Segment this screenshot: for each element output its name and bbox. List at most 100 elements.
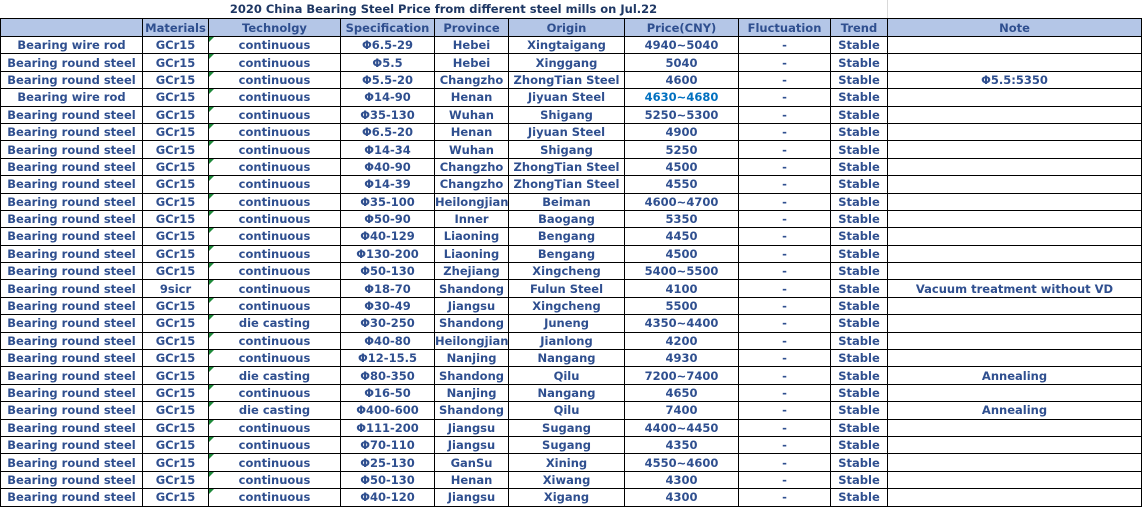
cell-trend[interactable]: Stable xyxy=(830,383,888,403)
cell-trend[interactable]: Stable xyxy=(830,418,888,437)
cell-fluctuation[interactable]: - xyxy=(738,35,831,55)
cell-trend[interactable]: Stable xyxy=(830,122,888,142)
cell-province[interactable]: Zhejiang xyxy=(434,262,509,281)
cell-province[interactable]: Changzho xyxy=(434,70,509,90)
cell-price[interactable]: 7400 xyxy=(624,401,739,420)
cell-fluctuation[interactable]: - xyxy=(738,331,831,351)
cell-technology[interactable]: continuous xyxy=(208,331,341,351)
cell-technology[interactable]: continuous xyxy=(208,35,341,55)
cell-fluctuation[interactable]: - xyxy=(738,383,831,403)
cell-technology[interactable]: continuous xyxy=(208,488,341,507)
cell-price[interactable]: 5350 xyxy=(624,209,739,229)
cell-specification[interactable]: Φ14-39 xyxy=(340,175,435,194)
cell-fluctuation[interactable]: - xyxy=(738,53,831,72)
cell-product[interactable]: Bearing round steel xyxy=(0,140,143,159)
cell-fluctuation[interactable]: - xyxy=(738,227,831,246)
cell-price[interactable]: 4550 xyxy=(624,175,739,194)
cell-origin[interactable]: Fulun Steel xyxy=(508,279,625,298)
cell-materials[interactable]: GCr15 xyxy=(142,435,209,455)
cell-price[interactable]: 4500 xyxy=(624,157,739,177)
cell-specification[interactable]: Φ40-90 xyxy=(340,157,435,177)
cell-specification[interactable]: Φ40-80 xyxy=(340,331,435,351)
cell-trend[interactable]: Stable xyxy=(830,279,888,298)
cell-specification[interactable]: Φ70-110 xyxy=(340,435,435,455)
cell-province[interactable]: Henan xyxy=(434,122,509,142)
cell-province[interactable]: Hebei xyxy=(434,35,509,55)
cell-origin[interactable]: Jiyuan Steel xyxy=(508,88,625,107)
cell-trend[interactable]: Stable xyxy=(830,105,888,124)
cell-product[interactable]: Bearing round steel xyxy=(0,175,143,194)
cell-trend[interactable]: Stable xyxy=(830,209,888,229)
cell-province[interactable]: Heilongjian xyxy=(434,331,509,351)
cell-province[interactable]: Henan xyxy=(434,88,509,107)
cell-note[interactable]: Vacuum treatment without VD xyxy=(887,279,1142,298)
cell-product[interactable]: Bearing round steel xyxy=(0,53,143,72)
cell-technology[interactable]: continuous xyxy=(208,227,341,246)
cell-technology[interactable]: continuous xyxy=(208,349,341,368)
cell-product[interactable]: Bearing round steel xyxy=(0,105,143,124)
column-header-materials[interactable]: Materials xyxy=(142,18,209,37)
cell-origin[interactable]: Xiwang xyxy=(508,470,625,490)
cell-product[interactable]: Bearing round steel xyxy=(0,401,143,420)
cell-specification[interactable]: Φ50-130 xyxy=(340,470,435,490)
cell-technology[interactable]: continuous xyxy=(208,88,341,107)
cell-province[interactable]: Liaoning xyxy=(434,227,509,246)
cell-trend[interactable]: Stable xyxy=(830,488,888,507)
cell-materials[interactable]: GCr15 xyxy=(142,227,209,246)
cell-origin[interactable]: Juneng xyxy=(508,314,625,333)
cell-specification[interactable]: Φ6.5-29 xyxy=(340,35,435,55)
cell-price[interactable]: 5040 xyxy=(624,53,739,72)
cell-product[interactable]: Bearing round steel xyxy=(0,279,143,298)
cell-note[interactable] xyxy=(887,122,1142,142)
cell-origin[interactable]: Xinggang xyxy=(508,53,625,72)
cell-province[interactable]: Wuhan xyxy=(434,105,509,124)
cell-trend[interactable]: Stable xyxy=(830,296,888,316)
cell-materials[interactable]: GCr15 xyxy=(142,175,209,194)
cell-technology[interactable]: continuous xyxy=(208,175,341,194)
cell-product[interactable]: Bearing round steel xyxy=(0,435,143,455)
cell-trend[interactable]: Stable xyxy=(830,453,888,472)
cell-materials[interactable]: GCr15 xyxy=(142,122,209,142)
cell-specification[interactable]: Φ35-100 xyxy=(340,192,435,211)
cell-origin[interactable]: Nangang xyxy=(508,383,625,403)
cell-province[interactable]: Wuhan xyxy=(434,140,509,159)
cell-price[interactable]: 4350 xyxy=(624,435,739,455)
cell-trend[interactable]: Stable xyxy=(830,470,888,490)
cell-specification[interactable]: Φ6.5-20 xyxy=(340,122,435,142)
cell-fluctuation[interactable]: - xyxy=(738,349,831,368)
cell-province[interactable]: Jiangsu xyxy=(434,296,509,316)
cell-note[interactable] xyxy=(887,209,1142,229)
cell-product[interactable]: Bearing round steel xyxy=(0,157,143,177)
cell-note[interactable] xyxy=(887,227,1142,246)
cell-trend[interactable]: Stable xyxy=(830,435,888,455)
cell-technology[interactable]: continuous xyxy=(208,296,341,316)
cell-province[interactable]: Jiangsu xyxy=(434,435,509,455)
cell-specification[interactable]: Φ30-49 xyxy=(340,296,435,316)
cell-fluctuation[interactable]: - xyxy=(738,314,831,333)
cell-materials[interactable]: GCr15 xyxy=(142,470,209,490)
cell-materials[interactable]: GCr15 xyxy=(142,209,209,229)
cell-materials[interactable]: GCr15 xyxy=(142,296,209,316)
cell-materials[interactable]: GCr15 xyxy=(142,453,209,472)
cell-materials[interactable]: GCr15 xyxy=(142,331,209,351)
cell-origin[interactable]: Nangang xyxy=(508,349,625,368)
cell-trend[interactable]: Stable xyxy=(830,244,888,264)
cell-price[interactable]: 5400~5500 xyxy=(624,262,739,281)
cell-price[interactable]: 4600~4700 xyxy=(624,192,739,211)
cell-technology[interactable]: continuous xyxy=(208,470,341,490)
cell-product[interactable]: Bearing round steel xyxy=(0,349,143,368)
cell-province[interactable]: Shandong xyxy=(434,314,509,333)
cell-specification[interactable]: Φ18-70 xyxy=(340,279,435,298)
cell-specification[interactable]: Φ12-15.5 xyxy=(340,349,435,368)
cell-product[interactable]: Bearing round steel xyxy=(0,366,143,385)
cell-origin[interactable]: Xigang xyxy=(508,488,625,507)
cell-materials[interactable]: GCr15 xyxy=(142,418,209,437)
cell-materials[interactable]: GCr15 xyxy=(142,157,209,177)
cell-price[interactable]: 5250 xyxy=(624,140,739,159)
cell-province[interactable]: Shandong xyxy=(434,401,509,420)
cell-province[interactable]: GanSu xyxy=(434,453,509,472)
cell-trend[interactable]: Stable xyxy=(830,349,888,368)
cell-technology[interactable]: continuous xyxy=(208,435,341,455)
cell-product[interactable]: Bearing round steel xyxy=(0,470,143,490)
cell-origin[interactable]: Xingtaigang xyxy=(508,35,625,55)
